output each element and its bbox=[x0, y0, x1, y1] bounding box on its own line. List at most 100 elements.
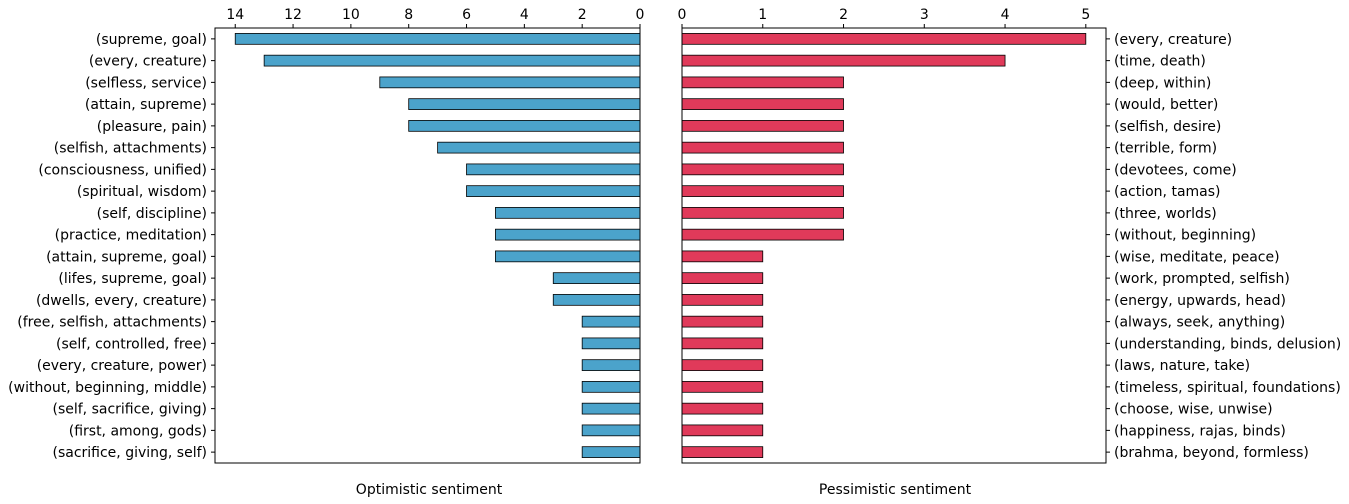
x-axis-label: Optimistic sentiment bbox=[356, 482, 503, 498]
category-label: (energy, upwards, head) bbox=[1114, 293, 1286, 309]
axes-frame bbox=[681, 27, 1107, 464]
category-label: (consciousness, unified) bbox=[38, 162, 207, 178]
bar bbox=[408, 98, 641, 110]
x-tick-label: 2 bbox=[839, 7, 848, 23]
pessimistic-panel: 0 1 2 3 4 5 (every, creature) (time, death) (dee… bbox=[678, 7, 1342, 498]
bar bbox=[263, 54, 641, 67]
category-label: (selfless, service) bbox=[85, 75, 207, 91]
category-label: (first, among, gods) bbox=[69, 423, 207, 439]
category-label: (time, death) bbox=[1114, 54, 1206, 70]
category-label: (choose, wise, unwise) bbox=[1114, 402, 1273, 418]
category-label: (every, creature) bbox=[1114, 32, 1232, 48]
x-tick-label: 4 bbox=[1001, 7, 1010, 23]
bar bbox=[234, 33, 641, 45]
category-label: (lifes, supreme, goal) bbox=[58, 271, 207, 287]
category-label: (free, selfish, attachments) bbox=[17, 315, 207, 331]
bar bbox=[681, 120, 844, 132]
bar bbox=[681, 337, 764, 350]
x-tick-label: 3 bbox=[920, 7, 929, 23]
axes-frame bbox=[214, 27, 641, 464]
bar bbox=[379, 76, 641, 89]
x-tick-label: 1 bbox=[758, 7, 767, 23]
x-tick-label: 14 bbox=[226, 7, 244, 23]
bar bbox=[495, 250, 641, 263]
category-label: (terrible, form) bbox=[1114, 141, 1217, 157]
bar bbox=[681, 315, 764, 328]
category-label: (attain, supreme, goal) bbox=[46, 249, 207, 265]
bar bbox=[681, 424, 764, 437]
bar bbox=[681, 33, 1087, 45]
bar bbox=[681, 294, 764, 306]
bar bbox=[681, 54, 1006, 67]
bar bbox=[681, 76, 844, 89]
bar bbox=[681, 163, 844, 176]
bar bbox=[681, 228, 844, 241]
bar bbox=[552, 294, 641, 306]
category-label: (attain, supreme) bbox=[85, 97, 207, 113]
category-label: (self, controlled, free) bbox=[56, 336, 207, 352]
bar bbox=[681, 141, 844, 154]
bar bbox=[681, 402, 764, 415]
bar bbox=[681, 185, 844, 197]
x-tick-label: 8 bbox=[404, 7, 413, 23]
category-label: (spiritual, wisdom) bbox=[77, 184, 207, 200]
bar bbox=[581, 446, 641, 458]
category-label: (every, creature) bbox=[89, 54, 207, 70]
x-tick-label: 10 bbox=[342, 7, 360, 23]
bar bbox=[681, 359, 764, 371]
category-label: (pleasure, pain) bbox=[97, 119, 207, 135]
bar bbox=[408, 120, 641, 132]
x-tick-label: 0 bbox=[678, 7, 687, 23]
bar bbox=[581, 402, 641, 415]
category-label: (three, worlds) bbox=[1114, 206, 1217, 222]
category-label: (self, discipline) bbox=[97, 206, 207, 222]
bar bbox=[466, 163, 641, 176]
category-label: (timeless, spiritual, foundations) bbox=[1114, 380, 1341, 396]
category-label: (supreme, goal) bbox=[96, 32, 207, 48]
category-label: (work, prompted, selfish) bbox=[1114, 271, 1290, 287]
bar bbox=[681, 446, 764, 458]
category-label: (action, tamas) bbox=[1114, 184, 1221, 200]
category-label: (deep, within) bbox=[1114, 75, 1211, 91]
category-label: (every, creature, power) bbox=[37, 358, 207, 374]
bar bbox=[437, 141, 641, 154]
bar bbox=[495, 228, 641, 241]
bar bbox=[581, 359, 641, 371]
bar bbox=[681, 98, 844, 110]
category-label: (selfish, desire) bbox=[1114, 119, 1221, 135]
x-tick-label: 6 bbox=[462, 7, 471, 23]
category-label: (selfish, attachments) bbox=[54, 141, 207, 157]
bar bbox=[681, 250, 764, 263]
x-axis-label: Pessimistic sentiment bbox=[819, 482, 972, 498]
category-label: (without, beginning) bbox=[1114, 228, 1256, 244]
category-label: (brahma, beyond, formless) bbox=[1114, 445, 1309, 461]
category-label: (practice, meditation) bbox=[55, 228, 207, 244]
bar bbox=[681, 272, 764, 284]
x-tick-label: 2 bbox=[578, 7, 587, 23]
category-label: (dwells, every, creature) bbox=[36, 293, 207, 309]
category-label: (sacrifice, giving, self) bbox=[52, 445, 207, 461]
bar bbox=[466, 185, 641, 197]
bar bbox=[552, 272, 641, 284]
x-tick-label: 0 bbox=[636, 7, 645, 23]
category-label: (self, sacrifice, giving) bbox=[52, 402, 207, 418]
x-tick-label: 12 bbox=[284, 7, 302, 23]
x-tick-label: 5 bbox=[1081, 7, 1090, 23]
category-label: (happiness, rajas, binds) bbox=[1114, 423, 1286, 439]
category-label: (laws, nature, take) bbox=[1114, 358, 1250, 374]
category-label: (devotees, come) bbox=[1114, 162, 1237, 178]
category-label: (understanding, binds, delusion) bbox=[1114, 336, 1341, 352]
bar bbox=[581, 424, 641, 437]
category-label: (always, seek, anything) bbox=[1114, 315, 1285, 331]
bar bbox=[581, 337, 641, 350]
optimistic-panel: 14 12 10 8 6 4 2 0 (supreme, goal) (every, creatu… bbox=[8, 7, 644, 498]
bar bbox=[581, 381, 641, 393]
bar bbox=[495, 207, 641, 219]
category-label: (without, beginning, middle) bbox=[8, 380, 207, 396]
bar bbox=[581, 315, 641, 328]
bar bbox=[681, 207, 844, 219]
x-tick-label: 4 bbox=[520, 7, 529, 23]
category-label: (wise, meditate, peace) bbox=[1114, 249, 1280, 265]
